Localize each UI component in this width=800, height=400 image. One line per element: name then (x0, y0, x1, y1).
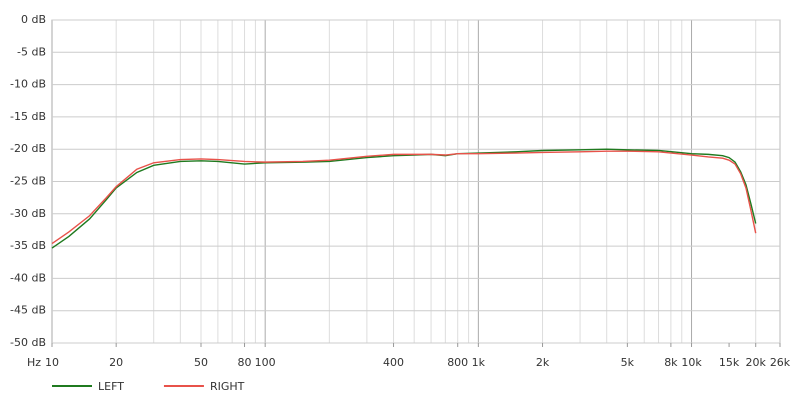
legend-label: RIGHT (210, 380, 245, 393)
x-tick-label: 800 (447, 356, 468, 369)
x-tick-label: 100 (255, 356, 276, 369)
y-tick-label: -25 dB (10, 175, 46, 188)
x-tick-label: 8k (664, 356, 678, 369)
y-tick-label: -30 dB (10, 207, 46, 220)
x-tick-label: 1k (472, 356, 486, 369)
x-tick-label: 20k (746, 356, 767, 369)
y-tick-label: -50 dB (10, 336, 46, 349)
x-tick-label: 20 (109, 356, 123, 369)
x-tick-label: 15k (719, 356, 740, 369)
legend-label: LEFT (98, 380, 124, 393)
y-tick-label: -5 dB (17, 45, 46, 58)
x-tick-label: 10k (681, 356, 702, 369)
x-axis-label: Hz (27, 356, 41, 369)
x-tick-label: 26k (770, 356, 791, 369)
x-tick-label: 50 (194, 356, 208, 369)
y-tick-label: -40 dB (10, 271, 46, 284)
y-tick-label: -35 dB (10, 239, 46, 252)
x-tick-label: 2k (536, 356, 550, 369)
y-tick-label: -15 dB (10, 110, 46, 123)
y-tick-label: -45 dB (10, 304, 46, 317)
x-tick-label: 5k (621, 356, 635, 369)
x-tick-label: 10 (45, 356, 59, 369)
y-tick-label: -10 dB (10, 78, 46, 91)
x-tick-label: 400 (383, 356, 404, 369)
y-tick-label: 0 dB (21, 13, 46, 26)
x-tick-label: 80 (238, 356, 252, 369)
series-line (51, 150, 757, 245)
y-tick-label: -20 dB (10, 142, 46, 155)
